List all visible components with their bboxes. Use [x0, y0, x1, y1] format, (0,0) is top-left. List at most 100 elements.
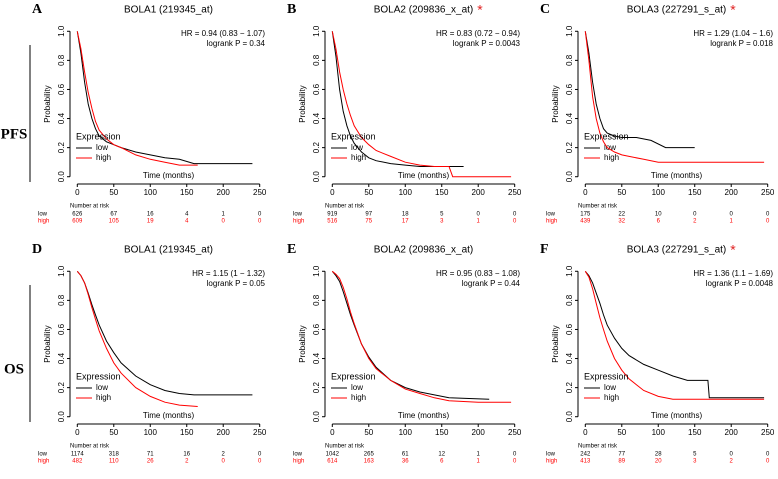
risk-value: 4: [185, 219, 189, 225]
legend-title: Expression: [76, 371, 121, 381]
risk-row-name: low: [293, 452, 303, 458]
y-tick-label: 0.0: [312, 171, 321, 183]
risk-value: 1042: [326, 452, 340, 458]
legend-title: Expression: [584, 371, 629, 381]
annotation: HR = 1.36 (1.1 − 1.69): [693, 269, 773, 278]
risk-value: 1: [477, 459, 481, 465]
panel-letter: F: [540, 242, 549, 257]
risk-value: 0: [766, 212, 770, 218]
x-tick-label: 100: [652, 188, 666, 197]
panel-letter: E: [287, 242, 296, 257]
risk-value: 22: [618, 212, 625, 218]
risk-value: 97: [365, 212, 372, 218]
legend-title: Expression: [584, 131, 629, 141]
risk-value: 1: [730, 219, 734, 225]
y-tick-label: 0.8: [312, 54, 321, 66]
y-axis-label: Probability: [551, 85, 560, 122]
chart-title: BOLA1 (219345_at): [124, 245, 213, 256]
y-tick-label: 0.8: [57, 294, 66, 306]
risk-value: 614: [327, 459, 338, 465]
risk-table-title: Number at risk: [70, 204, 110, 210]
panel-letter: C: [540, 2, 550, 17]
risk-value: 75: [365, 219, 372, 225]
x-tick-label: 50: [617, 428, 626, 437]
x-tick-label: 50: [617, 188, 626, 197]
risk-row-name: low: [38, 452, 48, 458]
legend-label: low: [604, 143, 616, 152]
survival-curve: [76, 270, 198, 407]
risk-value: 516: [327, 219, 338, 225]
y-tick-label: 0.6: [565, 323, 574, 335]
y-tick-label: 0.6: [312, 323, 321, 335]
risk-value: 77: [618, 452, 625, 458]
risk-value: 0: [693, 212, 697, 218]
x-tick-label: 100: [652, 428, 666, 437]
x-tick-label: 50: [109, 428, 118, 437]
survival-curve: [584, 271, 765, 400]
risk-value: 0: [513, 212, 517, 218]
risk-value: 26: [147, 459, 154, 465]
y-tick-label: 0.8: [312, 294, 321, 306]
risk-row-name: low: [546, 212, 556, 218]
risk-table-title: Number at risk: [578, 444, 618, 450]
annotation: logrank P = 0.05: [207, 279, 266, 288]
risk-value: 175: [580, 212, 591, 218]
x-tick-label: 250: [508, 428, 522, 437]
risk-value: 67: [110, 212, 117, 218]
risk-value: 0: [258, 219, 262, 225]
risk-value: 10: [655, 212, 662, 218]
risk-row-name: high: [546, 219, 557, 225]
significance-mark: *: [477, 2, 483, 18]
y-tick-label: 0.0: [57, 171, 66, 183]
x-tick-label: 50: [364, 188, 373, 197]
annotation: HR = 0.95 (0.83 − 1.08): [436, 269, 520, 278]
risk-value: 0: [258, 459, 262, 465]
risk-value: 20: [655, 459, 662, 465]
risk-value: 2: [730, 459, 734, 465]
x-tick-label: 250: [508, 188, 522, 197]
risk-value: 265: [364, 452, 375, 458]
x-axis-label: Time (months): [651, 411, 703, 420]
risk-table-title: Number at risk: [578, 204, 618, 210]
significance-mark: *: [730, 2, 736, 18]
y-tick-label: 0.6: [57, 83, 66, 95]
risk-value: 0: [222, 459, 226, 465]
row-label: PFS: [1, 126, 28, 142]
x-tick-label: 50: [109, 188, 118, 197]
x-tick-label: 200: [725, 428, 739, 437]
x-tick-label: 200: [725, 188, 739, 197]
risk-value: 71: [147, 452, 154, 458]
y-tick-label: 0.8: [565, 54, 574, 66]
survival-curve: [331, 31, 512, 178]
risk-table-title: Number at risk: [325, 444, 365, 450]
survival-curve: [584, 31, 695, 149]
x-axis-label: Time (months): [398, 411, 450, 420]
y-tick-label: 0.4: [565, 352, 574, 364]
x-tick-label: 200: [472, 188, 486, 197]
risk-value: 16: [147, 212, 154, 218]
y-axis-label: Probability: [298, 85, 307, 122]
risk-value: 12: [438, 452, 445, 458]
risk-value: 1: [222, 212, 226, 218]
annotation: logrank P = 0.44: [462, 279, 521, 288]
legend-label: low: [351, 383, 363, 392]
annotation: HR = 0.94 (0.83 − 1.07): [181, 29, 265, 38]
risk-value: 105: [109, 219, 120, 225]
y-tick-label: 0.2: [312, 142, 321, 154]
legend-title: Expression: [331, 371, 376, 381]
y-tick-label: 0.2: [57, 142, 66, 154]
risk-value: 89: [618, 459, 625, 465]
risk-row-name: high: [293, 219, 304, 225]
y-tick-label: 0.2: [565, 382, 574, 394]
x-tick-label: 250: [253, 428, 267, 437]
chart-title: BOLA3 (227291_s_at): [627, 5, 727, 16]
x-tick-label: 150: [180, 188, 194, 197]
legend-label: high: [96, 393, 111, 402]
x-tick-label: 200: [472, 428, 486, 437]
y-tick-label: 1.0: [57, 265, 66, 277]
x-tick-label: 100: [144, 428, 158, 437]
risk-value: 413: [580, 459, 591, 465]
survival-curve: [584, 270, 765, 399]
risk-value: 6: [657, 219, 661, 225]
